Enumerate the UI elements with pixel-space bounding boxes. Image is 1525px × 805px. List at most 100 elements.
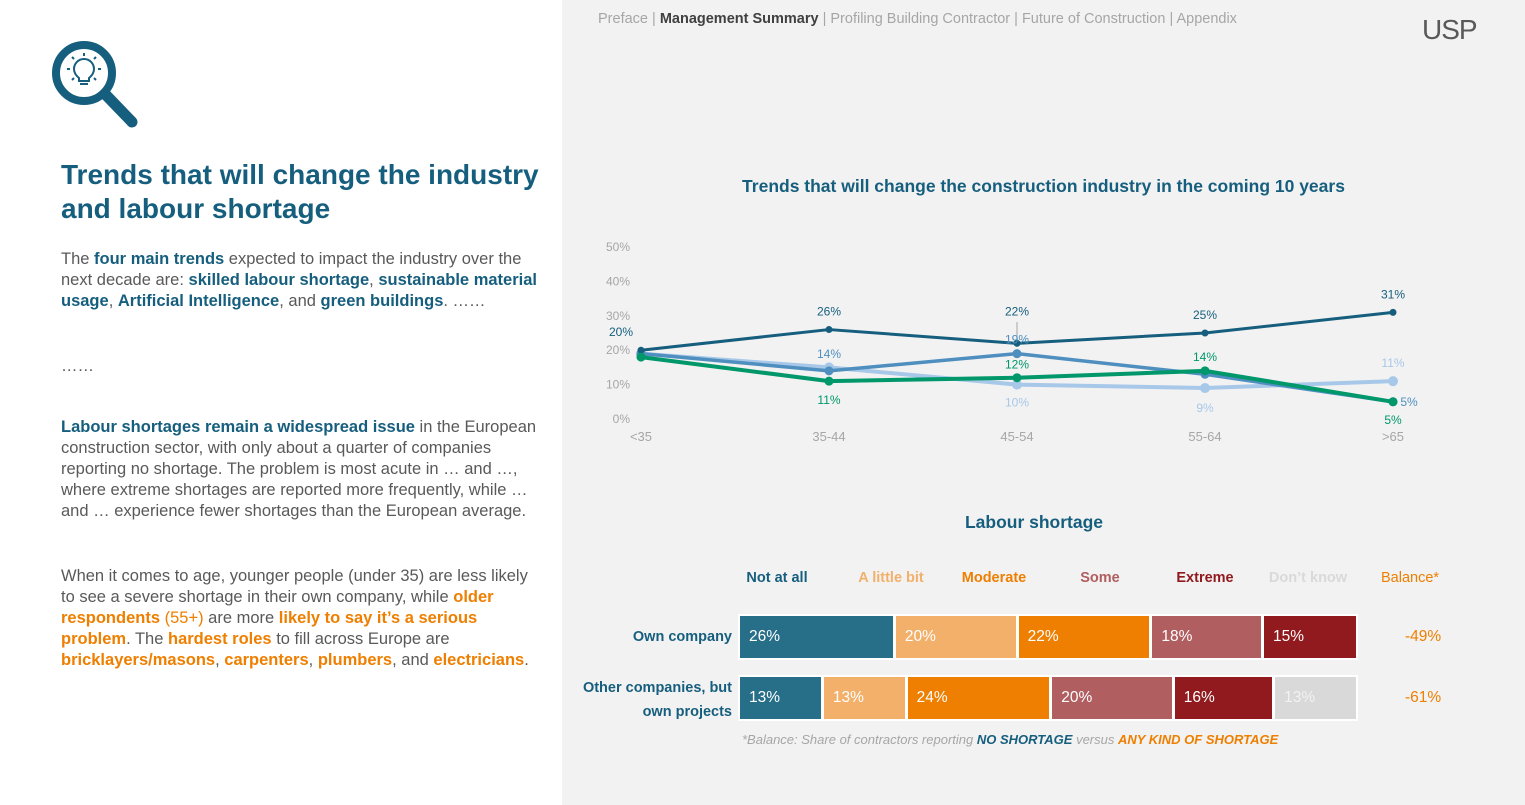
highlight-run: Labour shortages remain a widespread iss… <box>61 418 415 436</box>
legend-item: Don’t know <box>1268 570 1348 586</box>
text-run: to fill across Europe are <box>271 630 450 648</box>
magnifier-lightbulb-icon <box>52 41 138 128</box>
nav-item-management-summary[interactable]: Management Summary <box>659 11 819 27</box>
footnote-prefix: *Balance: Share of contractors reporting <box>742 732 977 747</box>
bar-segment: 26% <box>740 616 893 658</box>
data-label: 5% <box>1400 395 1418 409</box>
data-point <box>1388 376 1398 387</box>
bar-segment: 22% <box>1018 616 1150 658</box>
data-point <box>1012 379 1022 390</box>
bar-segment: 13% <box>740 677 821 719</box>
bar-segment: 20% <box>1052 677 1172 719</box>
highlight-run: likely to say it’s a serious problem <box>61 609 478 648</box>
usp-logo: USP <box>1422 14 1478 46</box>
data-label: 22% <box>1005 304 1029 318</box>
data-label: 31% <box>1381 287 1405 301</box>
highlight-run: skilled labour shortage <box>188 271 370 289</box>
line-chart: 0% 10% 20% 30% 40% 50% <35 35-44 45-54 55-64 >65 20… <box>606 240 1418 444</box>
legend-item: Extreme <box>1176 570 1234 586</box>
highlight-run: bricklayers/masons <box>61 651 216 669</box>
row-label: Own company <box>632 629 732 645</box>
bar-segment: 18% <box>1152 616 1261 658</box>
data-point <box>825 326 833 334</box>
data-label: 12% <box>1005 358 1029 372</box>
bar-row: 26% 20% 22% 18% 15% <box>738 614 1358 660</box>
legend-item: A little bit <box>858 570 924 586</box>
x-tick-label: >65 <box>1382 429 1404 444</box>
text-run: , <box>108 292 118 310</box>
nav-item-profiling-building-contractor[interactable]: Profiling Building Contractor <box>830 11 1011 27</box>
text-run: in the European construction sector, wit… <box>61 418 537 520</box>
text-run: When it comes to age, younger people (un… <box>61 567 528 606</box>
nav-separator: | <box>818 11 831 27</box>
data-label: 10% <box>1005 396 1029 410</box>
right-panel <box>562 0 1525 805</box>
data-label: 11% <box>817 393 840 407</box>
data-point <box>636 352 646 362</box>
text-run: . …… <box>443 292 486 310</box>
nav-item-preface[interactable]: Preface <box>598 11 648 27</box>
nav-separator: | <box>1165 11 1177 27</box>
data-point <box>1200 383 1210 394</box>
balance-header: Balance* <box>1381 570 1440 586</box>
text-run: , <box>308 651 318 669</box>
balance-value: -61% <box>1405 689 1442 706</box>
data-point <box>1012 349 1022 359</box>
highlight-run: electricians <box>433 651 525 669</box>
bar-row: 13% 13% 24% 20% 16% 13% <box>738 675 1358 721</box>
data-point <box>1388 397 1398 407</box>
breadcrumb-nav: Preface | Management Summary | Profiling… <box>598 11 1237 27</box>
footnote: *Balance: Share of contractors reporting… <box>742 732 1278 747</box>
data-point <box>1201 329 1209 337</box>
page-title: Trends that will change the industry and… <box>61 159 539 224</box>
footnote-any-shortage: ANY KIND OF SHORTAGE <box>1117 732 1279 747</box>
left-panel: Trends that will change the industry and… <box>0 0 562 805</box>
nav-item-appendix[interactable]: Appendix <box>1176 11 1237 27</box>
age-paragraph: When it comes to age, younger people (un… <box>61 566 541 671</box>
y-tick-label: 10% <box>606 378 630 392</box>
highlight-run: plumbers <box>317 651 393 669</box>
logo-text: USP <box>1422 14 1478 45</box>
text-run: . The <box>126 630 168 648</box>
bar-segment: 13% <box>823 677 905 719</box>
highlight-run: carpenters <box>224 651 309 669</box>
nav-separator: | <box>1010 11 1022 27</box>
bar-segment: 13% <box>1275 677 1356 719</box>
text-run: , <box>369 271 379 289</box>
bar-chart-title: Labour shortage <box>964 512 1104 532</box>
text-run: are more <box>203 609 279 627</box>
y-tick-label: 0% <box>613 412 631 426</box>
footnote-versus: versus <box>1072 732 1118 747</box>
highlight-run: Artificial Intelligence <box>117 292 280 310</box>
y-tick-label: 40% <box>606 274 630 288</box>
text-run: . <box>524 651 529 669</box>
ellipsis-paragraph: …… <box>61 357 94 375</box>
highlight-run: green buildings <box>320 292 444 310</box>
x-tick-label: 55-64 <box>1188 429 1221 444</box>
y-tick-label: 50% <box>606 240 630 254</box>
data-point <box>1013 339 1021 347</box>
legend-item: Not at all <box>746 570 808 586</box>
data-label: 9% <box>1196 401 1214 415</box>
bar-segment: 20% <box>895 616 1016 658</box>
text-run: , <box>215 651 225 669</box>
data-label: 14% <box>817 347 841 361</box>
line-chart-title: Trends that will change the construction… <box>742 176 1345 196</box>
highlight-run: (55+) <box>160 609 204 627</box>
data-point <box>824 376 834 386</box>
x-tick-label: 35-44 <box>812 429 845 444</box>
x-tick-label: <35 <box>630 429 652 444</box>
data-point <box>1389 308 1397 316</box>
highlight-run: four main trends <box>94 250 225 268</box>
row-label: Other companies, but own projects <box>582 680 732 720</box>
bar-segment: 16% <box>1174 677 1273 719</box>
intro-paragraph: The four main trends expected to impact … <box>61 249 541 312</box>
highlight-run: sustainable material usage <box>61 271 537 310</box>
balance-value: -49% <box>1405 628 1442 645</box>
nav-item-future-of-construction[interactable]: Future of Construction <box>1021 11 1166 27</box>
data-label: 20% <box>609 325 633 339</box>
nav-separator: | <box>647 11 660 27</box>
data-label: 19% <box>1005 333 1029 347</box>
legend-item: Some <box>1080 570 1120 586</box>
text-run: , and <box>279 292 321 310</box>
